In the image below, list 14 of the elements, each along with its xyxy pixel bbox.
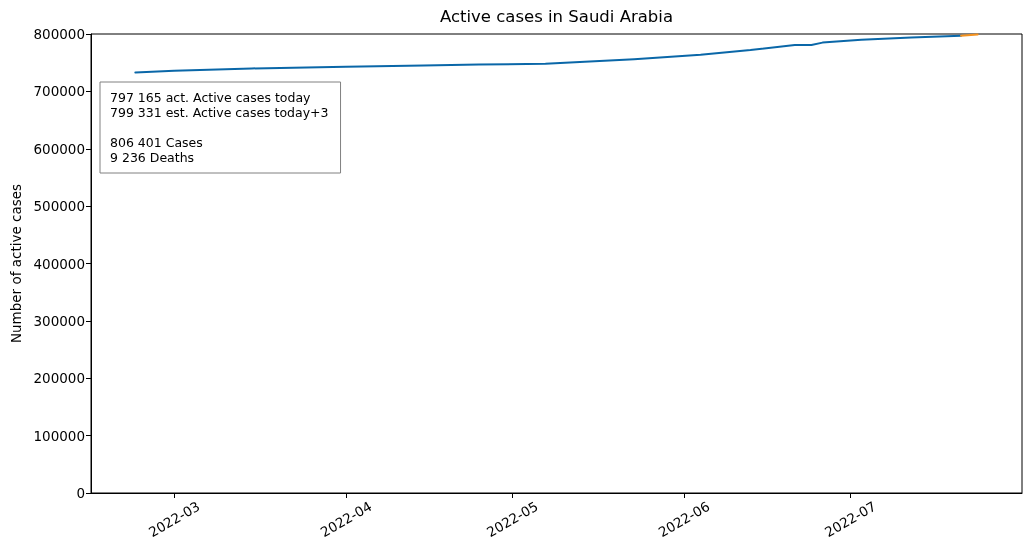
y-tick-label: 600000: [33, 140, 85, 157]
y-tick-label: 100000: [33, 427, 85, 444]
y-tick-label: 800000: [33, 26, 85, 42]
chart-title: Active cases in Saudi Arabia: [439, 7, 674, 26]
y-tick-label: 400000: [33, 255, 85, 272]
y-tick-label: 700000: [33, 83, 85, 100]
y-tick-label: 500000: [33, 198, 85, 215]
line-series: [134, 34, 963, 74]
y-tick-label: 200000: [33, 370, 85, 387]
annotation: 797 165 act. Active cases today 799 331 est. Active cases today+3: [110, 90, 329, 120]
y-tick-label: 0: [76, 485, 85, 501]
y-tick-label: 300000: [33, 312, 85, 329]
annotation: 806 401 Cases 9 236 Deaths: [110, 135, 203, 165]
y-axis-title: Number of active cases: [7, 183, 24, 344]
